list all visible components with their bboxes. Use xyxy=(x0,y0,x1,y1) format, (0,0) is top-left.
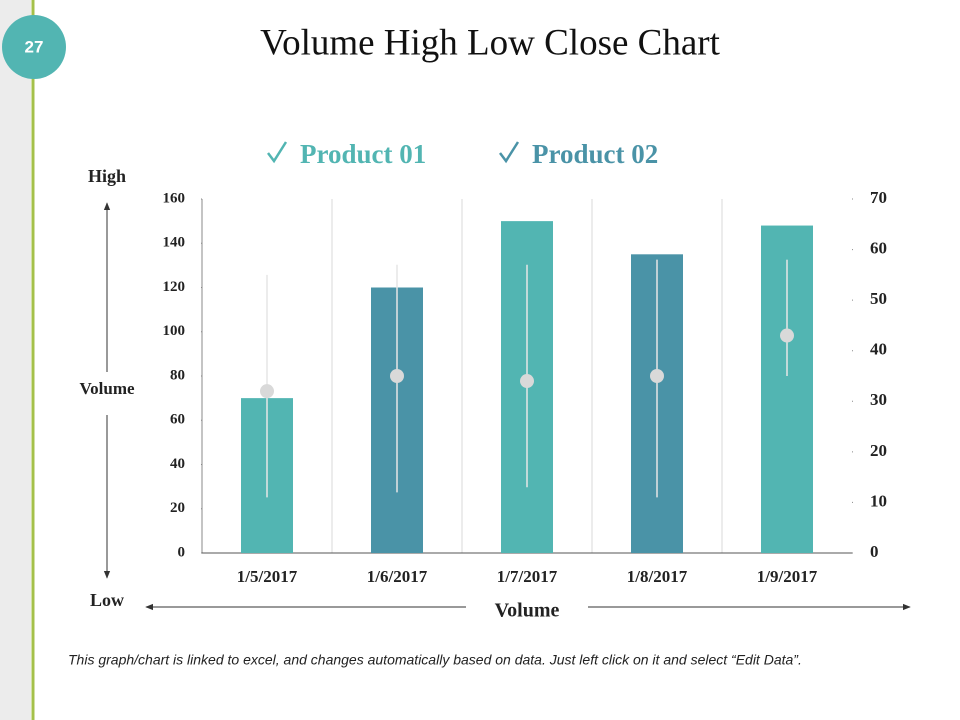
close-marker xyxy=(390,369,404,383)
x-tick-label: 1/6/2017 xyxy=(367,567,428,586)
slide-number: 27 xyxy=(25,37,44,56)
footer-note: This graph/chart is linked to excel, and… xyxy=(68,652,802,668)
legend-label: Product 02 xyxy=(532,139,658,169)
y2-tick-label: 10 xyxy=(870,491,887,510)
x-tick-label: 1/9/2017 xyxy=(757,567,818,586)
y-tick-label: 80 xyxy=(170,367,185,383)
y-tick-label: 100 xyxy=(163,323,186,339)
x-axis-label: Volume xyxy=(495,600,560,622)
y-tick-label: 0 xyxy=(178,544,186,560)
chart-title: Volume High Low Close Chart xyxy=(260,22,720,63)
close-marker xyxy=(780,328,794,343)
y2-tick-label: 30 xyxy=(870,390,887,409)
slide-number-badge xyxy=(2,15,66,79)
close-marker xyxy=(520,374,534,389)
y-label-top: High xyxy=(88,166,126,186)
y-tick-label: 40 xyxy=(170,456,185,472)
legend-label: Product 01 xyxy=(300,139,426,169)
y2-tick-label: 60 xyxy=(870,238,887,257)
close-marker xyxy=(650,369,664,383)
y-label-bottom: Low xyxy=(90,590,124,610)
x-tick-label: 1/7/2017 xyxy=(497,567,558,586)
y-axis-label: Volume xyxy=(79,379,135,398)
y2-tick-label: 0 xyxy=(870,542,879,561)
y2-tick-label: 50 xyxy=(870,289,887,308)
y-tick-label: 140 xyxy=(163,235,186,251)
side-strip xyxy=(0,0,31,720)
y-tick-label: 20 xyxy=(170,500,185,516)
legend-check xyxy=(267,141,288,164)
close-marker xyxy=(260,384,274,399)
x-tick-label: 1/5/2017 xyxy=(237,567,298,586)
y2-tick-label: 70 xyxy=(870,188,887,207)
x-tick-label: 1/8/2017 xyxy=(627,567,688,586)
legend-check xyxy=(499,141,520,164)
y-tick-label: 120 xyxy=(163,279,186,295)
y-tick-label: 160 xyxy=(163,190,186,206)
y2-tick-label: 20 xyxy=(870,441,887,460)
y-tick-label: 60 xyxy=(170,412,185,428)
y2-tick-label: 40 xyxy=(870,340,887,359)
